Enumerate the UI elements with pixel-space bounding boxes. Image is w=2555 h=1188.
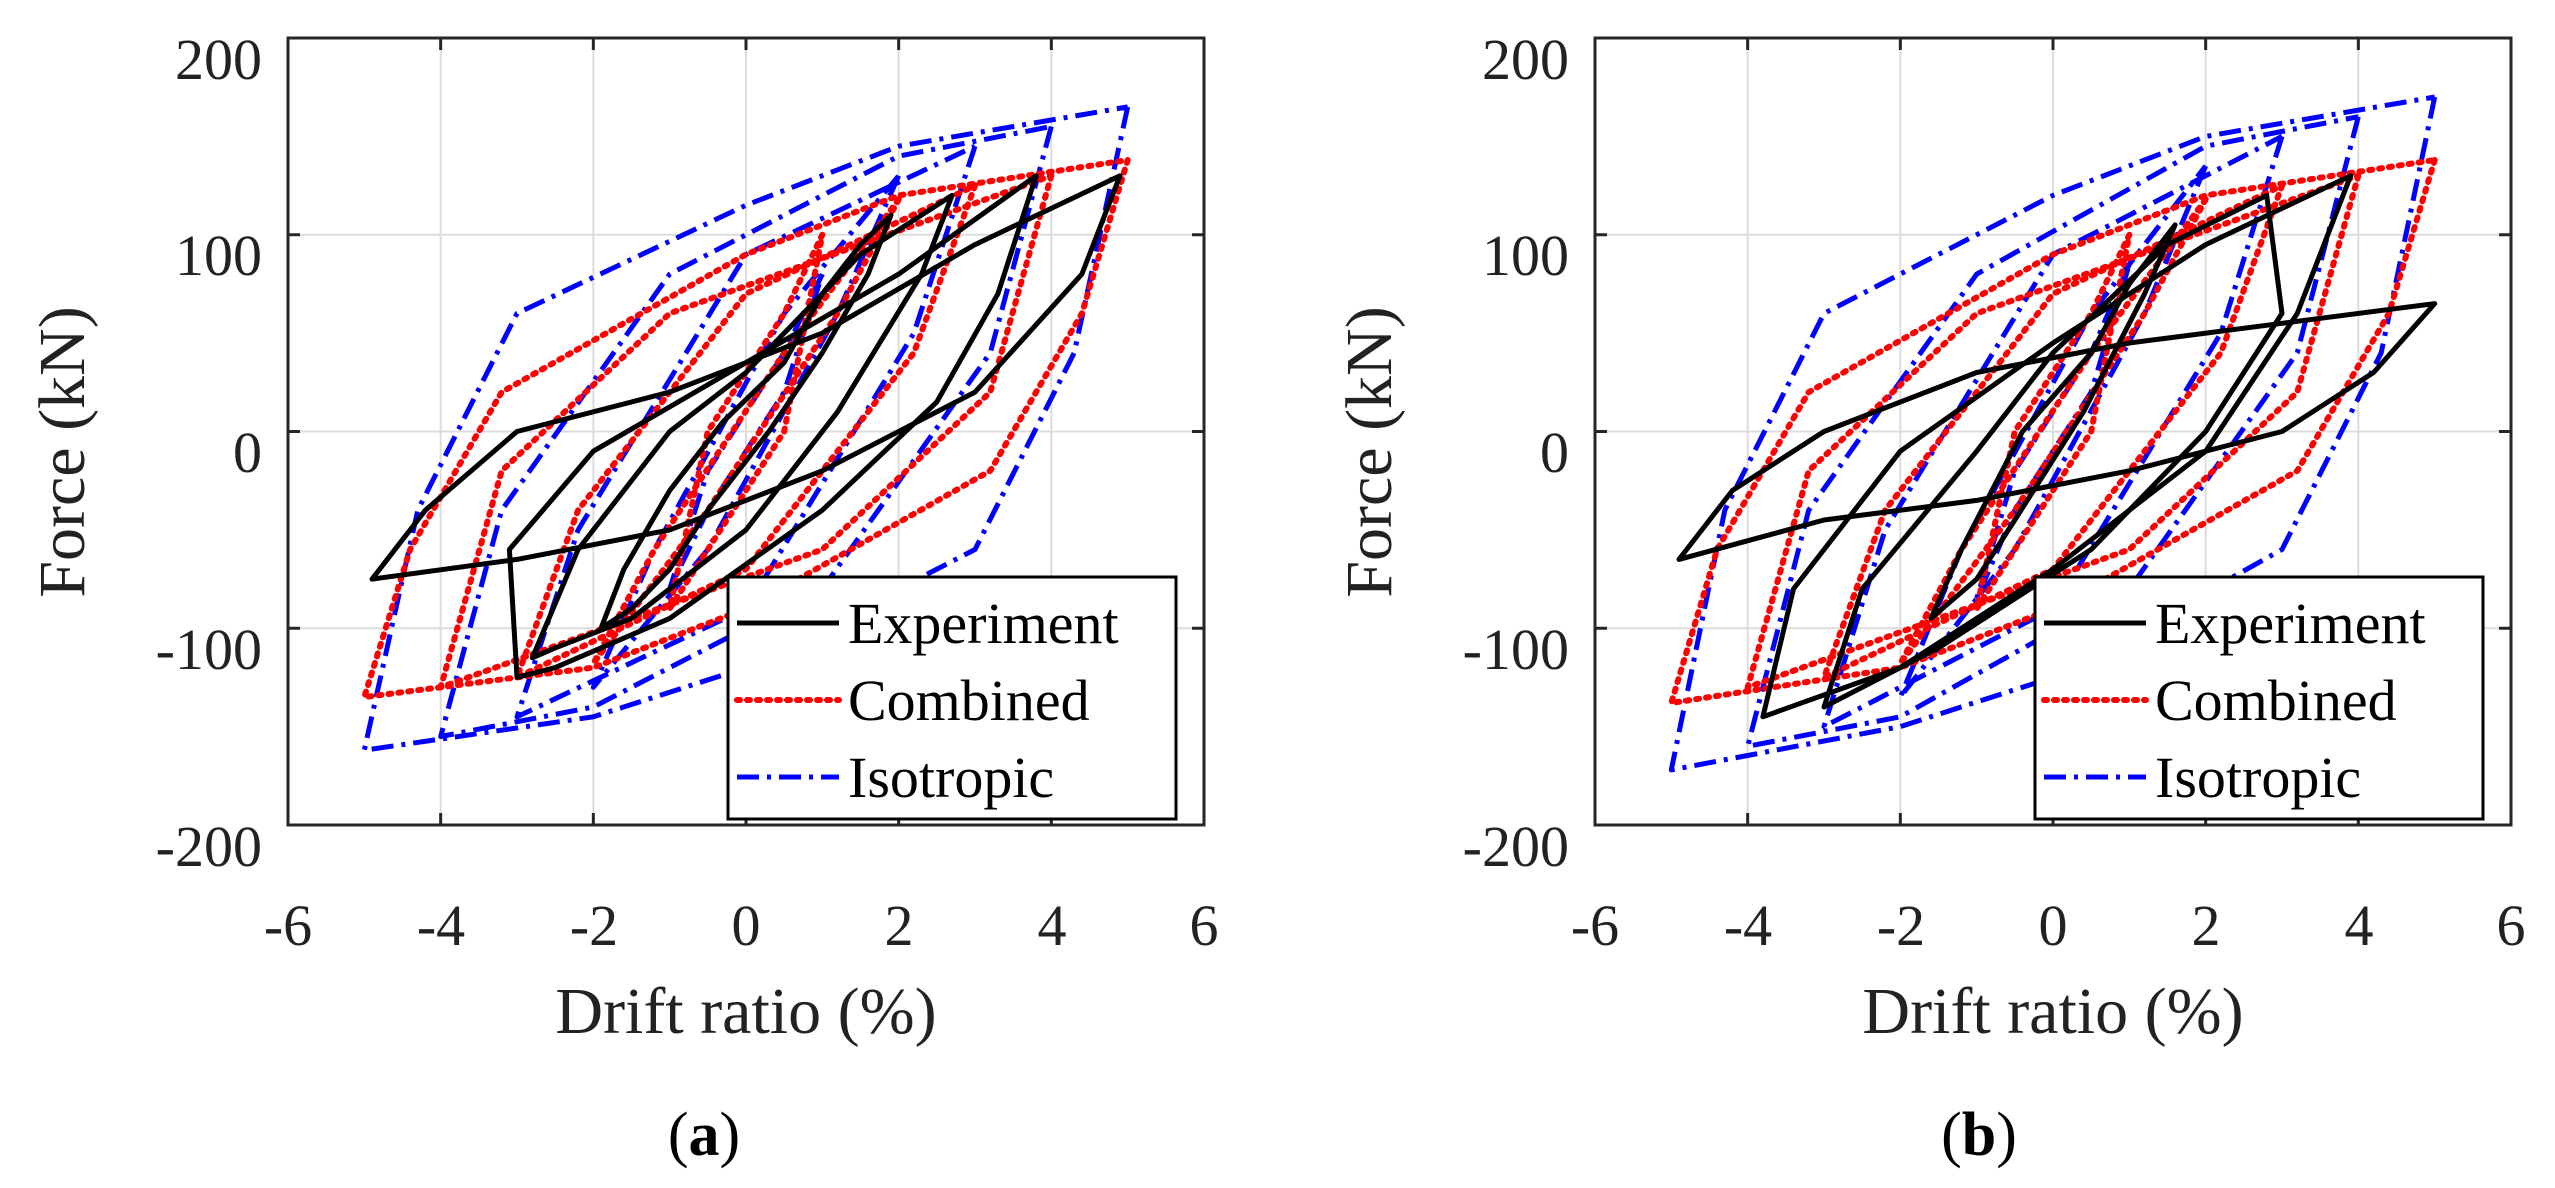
x-tick-label: -6: [264, 893, 312, 958]
y-tick-label: 0: [233, 420, 262, 485]
x-tick-label: 6: [1190, 893, 1219, 958]
hysteresis-loop-isotropic: [1668, 94, 2438, 773]
hysteresis-loop-experiment: [529, 192, 955, 661]
series-combined: [1668, 157, 2438, 706]
x-tick-label: 0: [2039, 893, 2068, 958]
y-tick-label: 100: [1482, 223, 1569, 288]
x-tick-label: -2: [570, 893, 618, 958]
legend-b: Experiment Combined Isotropic: [2033, 575, 2485, 821]
legend-entry-experiment: Experiment: [2155, 591, 2426, 656]
x-tick-label: -4: [1724, 893, 1772, 958]
hysteresis-loop-combined: [666, 231, 826, 612]
x-tick-label: -4: [417, 893, 465, 958]
legend-a: Experiment Combined Isotropic: [726, 575, 1178, 821]
hysteresis-loop-experiment: [1821, 192, 2285, 710]
y-tick-label: -100: [1463, 617, 1569, 682]
panel-a: -6 -4 -2 0 2 4 6 -200 -100 0 100 200 Dri…: [26, 27, 1219, 1169]
hysteresis-loop-isotropic: [361, 104, 1131, 753]
legend-entry-isotropic: Isotropic: [2155, 745, 2361, 810]
x-axis-label: Drift ratio (%): [1862, 975, 2243, 1048]
hysteresis-loop-combined: [361, 157, 1131, 701]
y-axis-label: Force (kN): [26, 306, 99, 597]
legend-entry-isotropic: Isotropic: [848, 745, 1054, 810]
panel-b: -6 -4 -2 0 2 4 6 -200 -100 0 100 200 Dri…: [1333, 27, 2526, 1169]
hysteresis-loop-combined: [1744, 172, 2362, 691]
hysteresis-loop-experiment: [1676, 301, 2438, 562]
y-tick-label: -200: [1463, 814, 1569, 879]
x-tick-label: -6: [1571, 893, 1619, 958]
y-tick-label: 200: [175, 27, 262, 92]
x-tick-label: 2: [885, 893, 914, 958]
y-tick-label: 0: [1540, 420, 1569, 485]
x-tick-label: 0: [732, 893, 761, 958]
x-tick-label: 2: [2192, 893, 2221, 958]
y-tick-label: 100: [175, 223, 262, 288]
x-tick-label: 4: [2345, 893, 2374, 958]
hysteresis-loop-experiment: [1928, 222, 2178, 621]
legend-entry-combined: Combined: [848, 668, 1090, 733]
y-tick-label: -100: [156, 617, 262, 682]
legend-box: [726, 575, 1178, 821]
y-axis-label: Force (kN): [1333, 306, 1406, 597]
panel-label-a: (a): [668, 1101, 740, 1169]
legend-entry-combined: Combined: [2155, 668, 2397, 733]
hysteresis-loop-experiment: [369, 173, 1123, 582]
hysteresis-loop-experiment: [1760, 173, 2354, 720]
hysteresis-loop-experiment: [598, 212, 894, 631]
hysteresis-loop-isotropic: [1745, 114, 2361, 749]
legend-entry-experiment: Experiment: [848, 591, 1119, 656]
x-tick-label: 6: [2497, 893, 2526, 958]
hysteresis-loop-isotropic: [438, 124, 1054, 739]
hysteresis-loop-experiment: [506, 173, 1039, 680]
hysteresis-loop-combined: [1668, 157, 2438, 706]
y-tick-label: -200: [156, 814, 262, 879]
x-tick-label: -2: [1877, 893, 1925, 958]
x-tick-label: 4: [1038, 893, 1067, 958]
legend-box: [2033, 575, 2485, 821]
y-tick-label: 200: [1482, 27, 1569, 92]
x-axis-label: Drift ratio (%): [555, 975, 936, 1048]
series-experiment: [369, 173, 1123, 680]
hysteresis-loop-combined: [590, 196, 902, 667]
panel-label-b: (b): [1941, 1101, 2017, 1169]
series-experiment: [1676, 173, 2438, 720]
